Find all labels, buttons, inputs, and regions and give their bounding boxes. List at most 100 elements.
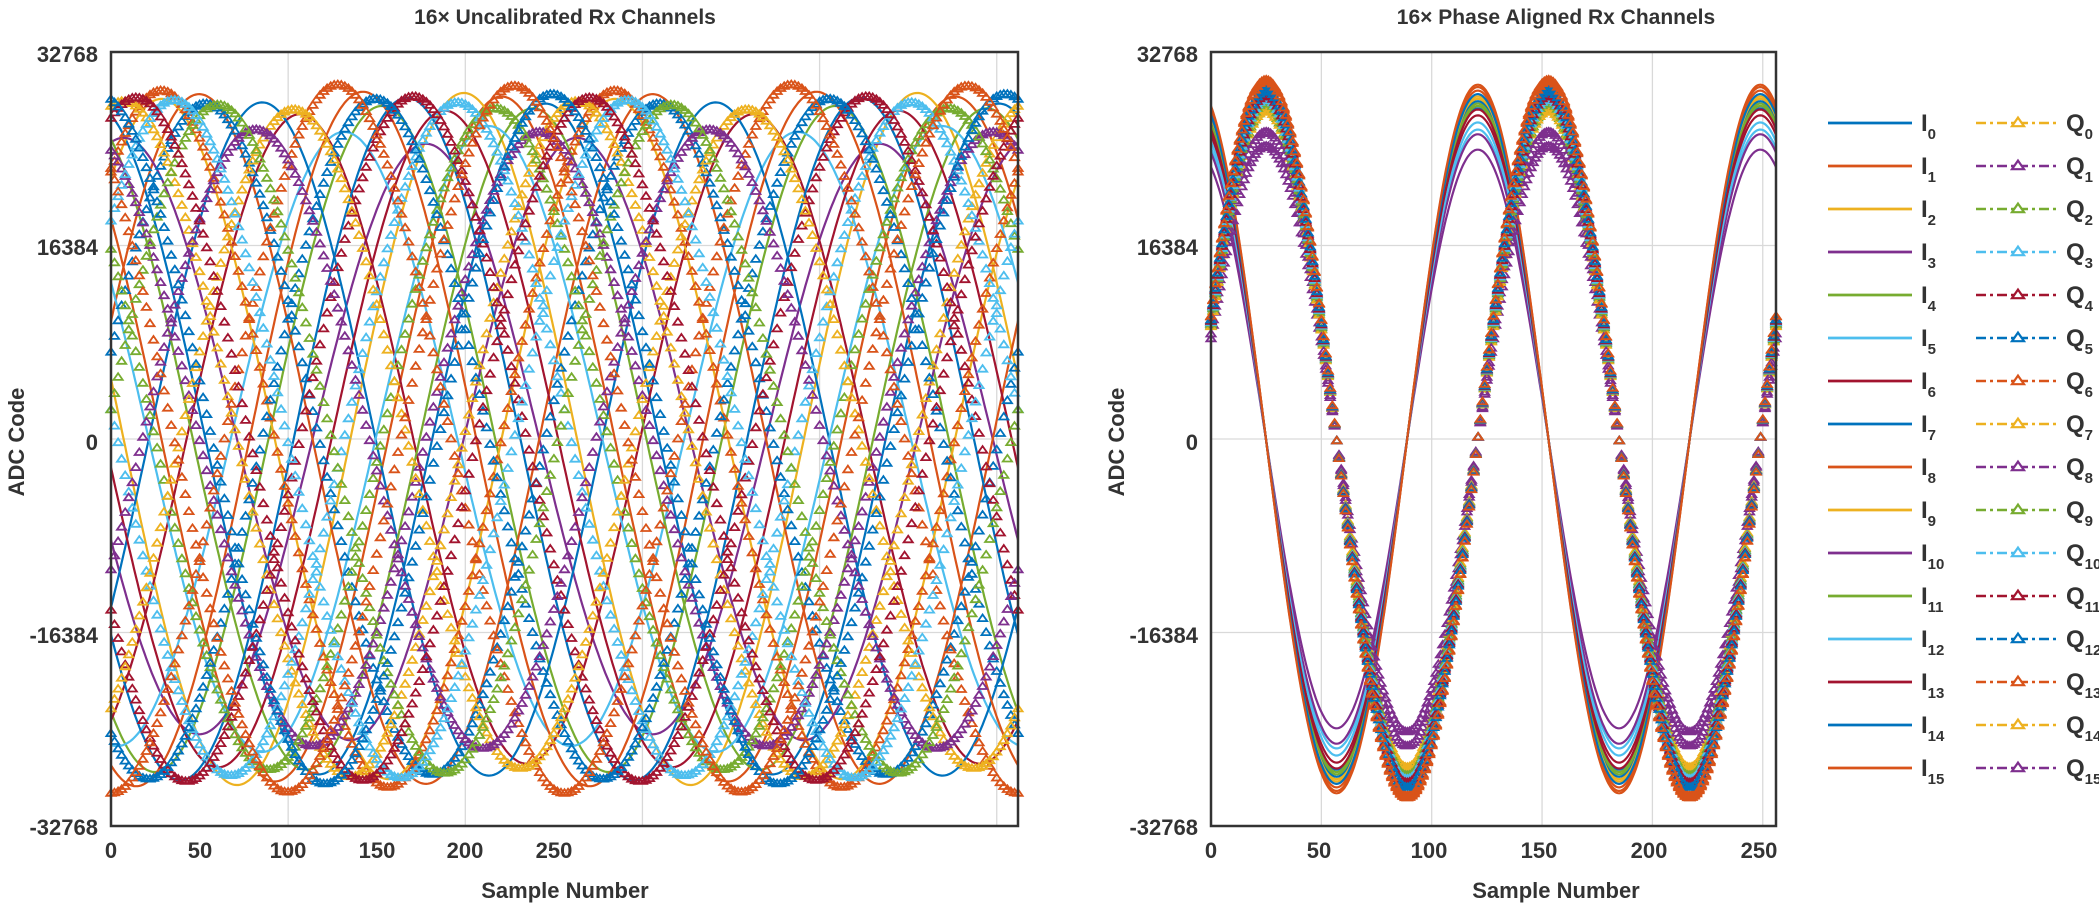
chart-left-ytick-label: 0 — [86, 430, 98, 455]
legend-item-q15: Q15 — [1976, 755, 2099, 788]
chart-right-ytick-labels: 32768 16384 0 -16384 -32768 — [1129, 42, 1198, 840]
series-q0 — [1204, 97, 1783, 778]
legend-label: I3 — [1921, 239, 1936, 272]
chart-left-ytick-labels: 32768 16384 0 -16384 -32768 — [29, 42, 98, 840]
chart-right-xtick-label: 200 — [1631, 838, 1668, 863]
chart-right-ytick-label: 32768 — [1137, 42, 1198, 67]
chart-right-xtick-labels: 0 50 100 150 200 250 — [1205, 838, 1777, 863]
legend-label: Q3 — [2066, 239, 2093, 272]
series-markers — [1204, 96, 1783, 779]
legend-marker — [2009, 416, 2027, 429]
legend-item-q10: Q10 — [1976, 540, 2099, 573]
legend-item-q0: Q0 — [1976, 110, 2093, 143]
legend-label: I4 — [1921, 282, 1937, 315]
chart-right-xtick-label: 50 — [1307, 838, 1331, 863]
legend-label: Q12 — [2066, 626, 2099, 659]
legend-marker — [2009, 502, 2027, 515]
legend-item-i6: I6 — [1828, 368, 1936, 401]
series-i12 — [109, 124, 1020, 754]
legend-label: I0 — [1921, 110, 1936, 143]
chart-left-ytick-label: -16384 — [29, 623, 98, 648]
legend-item-q2: Q2 — [1976, 196, 2093, 229]
legend-label: Q5 — [2066, 325, 2093, 358]
legend-label: Q6 — [2066, 368, 2093, 401]
series-i15 — [110, 90, 1019, 788]
legend-marker — [2009, 459, 2027, 472]
chart-left-xtick-label: 250 — [536, 838, 573, 863]
legend-item-i3: I3 — [1828, 239, 1936, 272]
chart-left-ytick-label: 16384 — [37, 235, 99, 260]
chart-right-xtick-label: 0 — [1205, 838, 1217, 863]
series-q5 — [1204, 91, 1783, 784]
legend-item-i12: I12 — [1828, 626, 1944, 659]
legend-marker — [2009, 674, 2027, 687]
legend-label: I8 — [1921, 454, 1936, 487]
legend-label: Q13 — [2066, 669, 2099, 702]
series-markers — [1204, 140, 1783, 736]
legend-marker — [2009, 545, 2027, 558]
legend-marker — [2009, 373, 2027, 386]
chart-right-ytick-label: 0 — [1186, 430, 1198, 455]
legend-label: I12 — [1921, 626, 1944, 659]
chart-left-xtick-label: 100 — [270, 838, 307, 863]
legend-item-q14: Q14 — [1976, 712, 2099, 745]
chart-right-plot-frame — [1209, 50, 1778, 828]
chart-right-ylabel: ADC Code — [1104, 388, 1129, 497]
chart-right-ytick-label: -16384 — [1129, 623, 1198, 648]
legend-item-i11: I11 — [1828, 583, 1944, 616]
legend-label: Q0 — [2066, 110, 2093, 143]
legend-item-q8: Q8 — [1976, 454, 2093, 487]
legend-item-q3: Q3 — [1976, 239, 2093, 272]
chart-left-plot-frame — [109, 50, 1020, 828]
legend-item-q13: Q13 — [1976, 669, 2099, 702]
series-markers — [1204, 75, 1783, 801]
legend-label: I15 — [1921, 755, 1944, 788]
series-markers — [1204, 97, 1783, 778]
legend-item-i15: I15 — [1828, 755, 1944, 788]
legend-label: Q1 — [2066, 153, 2093, 186]
chart-left-ylabel: ADC Code — [4, 388, 29, 497]
legend-item-q12: Q12 — [1976, 626, 2099, 659]
legend-item-i0: I0 — [1828, 110, 1936, 143]
series-i13 — [109, 109, 1020, 769]
legend-label: I7 — [1921, 411, 1936, 444]
series-line — [110, 90, 1019, 788]
legend-marker — [2009, 330, 2027, 343]
chart-left: 16× Uncalibrated Rx Channels ADC Code Sa… — [4, 6, 1025, 903]
legend-marker — [2009, 760, 2027, 773]
legend-item-i1: I1 — [1828, 153, 1936, 186]
series-line — [1209, 83, 1778, 795]
chart-left-ytick-label: 32768 — [37, 42, 98, 67]
series-q8 — [1204, 75, 1783, 801]
legend-item-q9: Q9 — [1976, 497, 2093, 530]
legend-marker — [2009, 287, 2027, 300]
chart-right-xtick-label: 250 — [1741, 838, 1778, 863]
legend-item-i10: I10 — [1828, 540, 1944, 573]
legend-item-i4: I4 — [1828, 282, 1937, 315]
legend-label: Q7 — [2066, 411, 2093, 444]
series-markers — [1204, 93, 1783, 783]
legend-label: I13 — [1921, 669, 1944, 702]
legend-label: Q4 — [2066, 282, 2094, 315]
chart-right-xtick-label: 150 — [1521, 838, 1558, 863]
legend-item-i13: I13 — [1828, 669, 1944, 702]
series-markers — [1204, 91, 1783, 784]
legend-label: Q8 — [2066, 454, 2093, 487]
chart-right: 16× Phase Aligned Rx Channels ADC Code S… — [1104, 6, 1783, 903]
series-markers — [1204, 126, 1783, 750]
legend-label: I6 — [1921, 368, 1936, 401]
legend-label: I11 — [1921, 583, 1944, 616]
series-q12 — [1204, 93, 1783, 783]
legend-label: Q9 — [2066, 497, 2093, 530]
legend-marker — [2009, 631, 2027, 644]
legend-label: Q15 — [2066, 755, 2099, 788]
legend-marker — [2009, 588, 2027, 601]
chart-right-title: 16× Phase Aligned Rx Channels — [1397, 6, 1715, 29]
legend-marker — [2009, 115, 2027, 128]
legend-marker — [2009, 158, 2027, 171]
legend-label: Q10 — [2066, 540, 2099, 573]
legend-item-i9: I9 — [1828, 497, 1936, 530]
legend-marker — [2009, 717, 2027, 730]
legend-label: I1 — [1921, 153, 1936, 186]
